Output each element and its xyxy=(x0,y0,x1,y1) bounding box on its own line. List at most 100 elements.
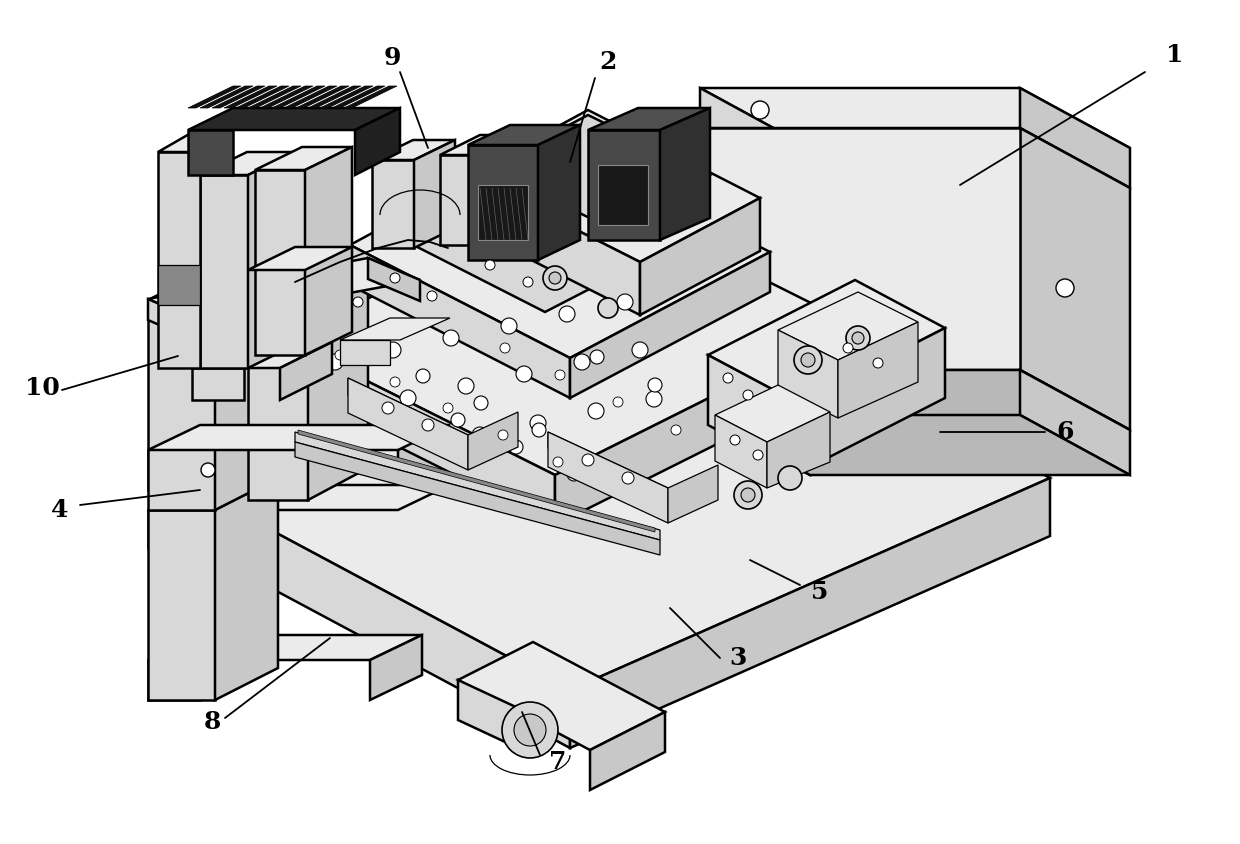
Polygon shape xyxy=(570,252,770,398)
Circle shape xyxy=(401,390,415,406)
Polygon shape xyxy=(467,125,580,145)
Polygon shape xyxy=(248,290,308,500)
Circle shape xyxy=(415,369,430,383)
Polygon shape xyxy=(799,328,945,473)
Polygon shape xyxy=(157,133,233,152)
Polygon shape xyxy=(260,86,312,108)
Circle shape xyxy=(574,354,590,370)
Circle shape xyxy=(391,273,401,283)
Polygon shape xyxy=(284,86,337,108)
Polygon shape xyxy=(715,385,830,442)
Polygon shape xyxy=(370,635,422,700)
Circle shape xyxy=(751,101,769,119)
Circle shape xyxy=(646,391,662,407)
Polygon shape xyxy=(350,138,770,358)
Polygon shape xyxy=(556,325,856,525)
Circle shape xyxy=(523,277,533,287)
Circle shape xyxy=(777,466,802,490)
Polygon shape xyxy=(372,160,414,248)
Circle shape xyxy=(743,390,753,400)
Polygon shape xyxy=(701,88,1130,148)
Circle shape xyxy=(588,403,604,419)
Polygon shape xyxy=(414,140,455,248)
Text: 5: 5 xyxy=(811,580,828,604)
Polygon shape xyxy=(200,175,248,368)
Circle shape xyxy=(358,341,372,355)
Polygon shape xyxy=(224,86,277,108)
Circle shape xyxy=(384,342,401,358)
Circle shape xyxy=(427,291,436,301)
Polygon shape xyxy=(477,185,528,240)
Circle shape xyxy=(843,343,853,353)
Polygon shape xyxy=(372,140,455,160)
Circle shape xyxy=(391,377,401,387)
Circle shape xyxy=(443,330,459,346)
Circle shape xyxy=(502,702,558,758)
Polygon shape xyxy=(701,88,810,188)
Polygon shape xyxy=(248,86,301,108)
Polygon shape xyxy=(467,145,538,260)
Polygon shape xyxy=(368,258,420,301)
Circle shape xyxy=(543,266,567,290)
Circle shape xyxy=(553,457,563,467)
Polygon shape xyxy=(379,148,701,312)
Polygon shape xyxy=(768,412,830,488)
Polygon shape xyxy=(777,292,918,360)
Circle shape xyxy=(559,306,575,322)
Text: 6: 6 xyxy=(1056,420,1074,444)
Circle shape xyxy=(598,298,618,318)
Polygon shape xyxy=(167,475,570,748)
Polygon shape xyxy=(285,340,556,525)
Polygon shape xyxy=(295,432,660,540)
Polygon shape xyxy=(192,342,332,368)
Polygon shape xyxy=(343,86,397,108)
Polygon shape xyxy=(200,152,295,175)
Polygon shape xyxy=(708,355,799,473)
Polygon shape xyxy=(236,86,289,108)
Polygon shape xyxy=(701,128,1130,188)
Polygon shape xyxy=(538,125,580,260)
Circle shape xyxy=(723,373,733,383)
Circle shape xyxy=(508,440,523,454)
Polygon shape xyxy=(598,165,649,225)
Polygon shape xyxy=(296,86,348,108)
Polygon shape xyxy=(701,370,1130,430)
Circle shape xyxy=(515,714,546,746)
Circle shape xyxy=(590,350,604,364)
Text: 4: 4 xyxy=(51,498,68,522)
Circle shape xyxy=(516,366,532,382)
Polygon shape xyxy=(1021,370,1130,475)
Circle shape xyxy=(671,425,681,435)
Text: 3: 3 xyxy=(729,646,746,670)
Circle shape xyxy=(846,326,870,350)
Polygon shape xyxy=(348,378,467,470)
Polygon shape xyxy=(248,258,368,290)
Polygon shape xyxy=(701,128,1021,370)
Polygon shape xyxy=(157,265,200,305)
Circle shape xyxy=(556,370,565,380)
Polygon shape xyxy=(668,465,718,523)
Circle shape xyxy=(485,260,495,270)
Circle shape xyxy=(422,419,434,431)
Polygon shape xyxy=(701,370,810,475)
Polygon shape xyxy=(148,425,450,450)
Polygon shape xyxy=(440,135,520,155)
Polygon shape xyxy=(1021,88,1130,188)
Polygon shape xyxy=(458,642,665,750)
Polygon shape xyxy=(272,86,325,108)
Polygon shape xyxy=(332,86,384,108)
Polygon shape xyxy=(340,340,391,365)
Circle shape xyxy=(632,342,649,358)
Text: 1: 1 xyxy=(1167,43,1184,67)
Polygon shape xyxy=(148,299,198,342)
Polygon shape xyxy=(167,263,1050,690)
Polygon shape xyxy=(588,108,711,130)
Text: 9: 9 xyxy=(383,46,401,70)
Circle shape xyxy=(382,402,394,414)
Polygon shape xyxy=(255,147,352,170)
Circle shape xyxy=(794,346,822,374)
Polygon shape xyxy=(701,415,1130,475)
Polygon shape xyxy=(1021,128,1130,430)
Polygon shape xyxy=(660,108,711,240)
Text: 7: 7 xyxy=(549,750,567,774)
